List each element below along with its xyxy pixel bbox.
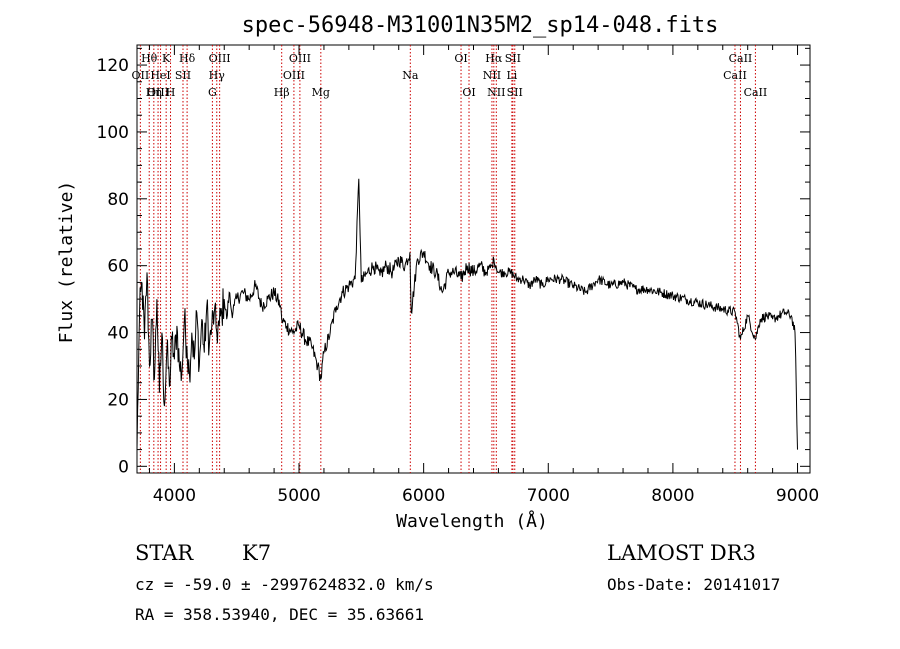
y-tick-label-0: 0: [118, 457, 129, 477]
line-label-15: Mg: [312, 86, 330, 99]
object-subclass: K7: [242, 541, 271, 565]
emission-line-labels: Hθ OII OIII K HeI Hη H SII Hδ OIII Hγ G OIII OIII Hβ Mg…: [132, 52, 768, 99]
plot-frame: [136, 44, 811, 474]
spectrum-line: [136, 178, 798, 450]
line-label-3: K: [162, 52, 171, 65]
chart-title: spec-56948-M31001N35M2_sp14-048.fits: [242, 13, 719, 38]
y-tick-label-60: 60: [107, 257, 129, 277]
line-label-17: OI: [454, 52, 467, 65]
y-tick-label-80: 80: [107, 190, 129, 210]
survey-name: LAMOST DR3: [607, 541, 756, 565]
line-label-0: Hθ: [141, 52, 158, 65]
line-label-25: CaII: [729, 52, 753, 65]
y-tick-label-100: 100: [97, 123, 129, 143]
x-axis-label: Wavelength (Å): [396, 510, 548, 532]
line-label-9: OIII: [209, 52, 231, 65]
emission-line-markers: [139, 45, 756, 473]
redshift-readout: cz = -59.0 ± -2997624832.0 km/s: [135, 575, 434, 594]
line-label-1: OII: [132, 69, 150, 82]
line-label-24: SII: [507, 86, 523, 99]
x-tick-label-7000: 7000: [527, 486, 570, 506]
axis-ticks: [137, 45, 810, 473]
x-tick-label-9000: 9000: [776, 486, 819, 506]
x-tick-label-6000: 6000: [402, 486, 445, 506]
line-label-11: G: [208, 86, 217, 99]
x-tick-label-4000: 4000: [153, 486, 196, 506]
line-label-21: NII: [487, 86, 505, 99]
line-label-20: NII: [483, 69, 501, 82]
line-label-7: SII: [175, 69, 191, 82]
line-label-14: Hβ: [274, 86, 290, 99]
line-label-18: OI: [462, 86, 475, 99]
line-label-12: OIII: [289, 52, 311, 65]
line-label-27: CaII: [744, 86, 768, 99]
y-tick-label-40: 40: [107, 324, 129, 344]
observation-date: Obs-Date: 20141017: [607, 575, 780, 594]
x-tick-label-5000: 5000: [277, 486, 320, 506]
line-label-4: HeI: [150, 69, 170, 82]
x-tick-label-8000: 8000: [651, 486, 694, 506]
axis-tick-labels: 4000 5000 6000 7000 8000 9000 0 20 40 60 80 100 120: [97, 56, 820, 506]
line-label-13: OIII: [283, 69, 305, 82]
line-label-23: Li: [506, 69, 517, 82]
y-tick-label-120: 120: [97, 56, 129, 76]
coordinates-readout: RA = 358.53940, DEC = 35.63661: [135, 605, 424, 624]
object-class: STAR: [135, 541, 194, 565]
line-label-6: H: [166, 86, 176, 99]
line-label-22: SII: [505, 52, 521, 65]
y-tick-label-20: 20: [107, 390, 129, 410]
line-label-5: Hη: [146, 86, 162, 99]
line-label-16: Na: [402, 69, 419, 82]
y-axis-label: Flux (relative): [56, 181, 77, 344]
line-label-10: Hγ: [209, 69, 226, 82]
line-label-8: Hδ: [179, 52, 196, 65]
line-label-19: Hα: [485, 52, 503, 65]
line-label-26: CaII: [723, 69, 747, 82]
line-label-2: OIII: [147, 86, 169, 99]
